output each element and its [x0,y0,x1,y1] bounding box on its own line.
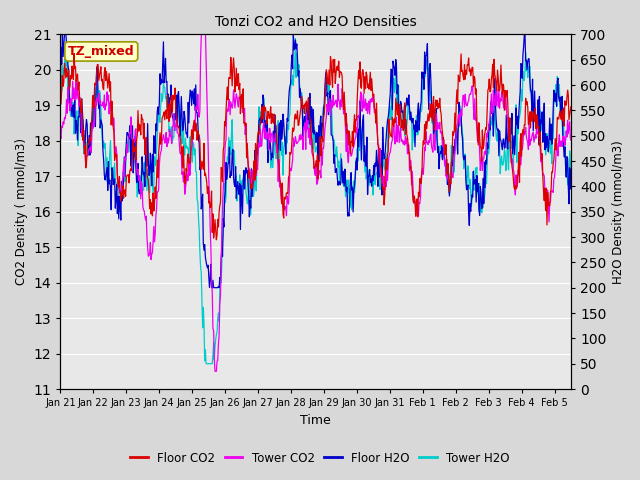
Legend: Floor CO2, Tower CO2, Floor H2O, Tower H2O: Floor CO2, Tower CO2, Floor H2O, Tower H… [125,447,515,469]
Text: TZ_mixed: TZ_mixed [68,45,134,58]
Y-axis label: CO2 Density ( mmol/m3): CO2 Density ( mmol/m3) [15,138,28,285]
Title: Tonzi CO2 and H2O Densities: Tonzi CO2 and H2O Densities [215,15,417,29]
X-axis label: Time: Time [300,414,331,427]
Y-axis label: H2O Density (mmol/m3): H2O Density (mmol/m3) [612,140,625,284]
